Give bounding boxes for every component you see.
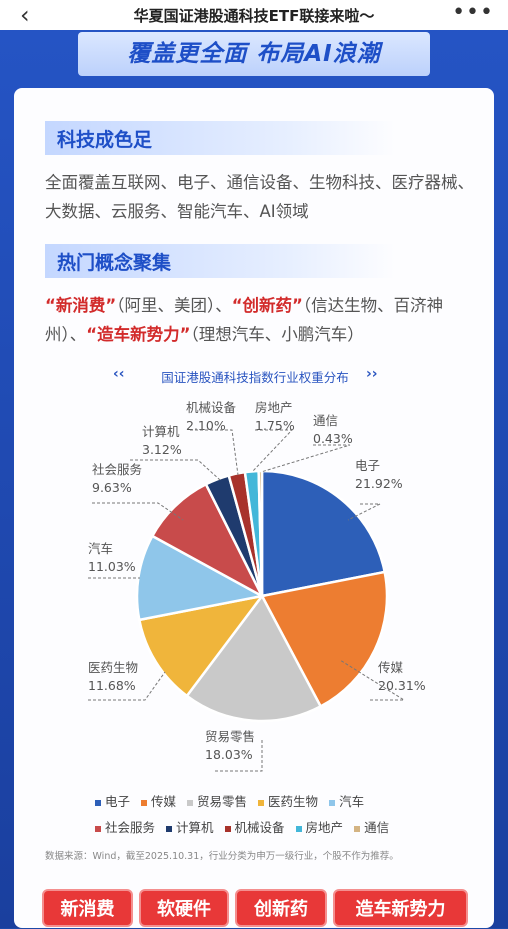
legend-item: 医药生物: [258, 794, 318, 809]
legend-label: 通信: [364, 820, 390, 835]
slice-name-label: 贸易零售: [205, 729, 255, 744]
legend-item: 房地产: [295, 820, 344, 835]
legend-item: 传媒: [141, 794, 176, 809]
slice-name-label: 房地产: [255, 400, 293, 415]
legend-label: 计算机: [176, 820, 214, 835]
leader-line: [190, 429, 239, 476]
section-heading-concepts: 热门概念聚集: [45, 244, 395, 278]
legend-item: 机械设备: [224, 820, 285, 835]
tag-new-consumption[interactable]: 新消费: [42, 889, 133, 927]
chevron-left-icon[interactable]: ‹: [20, 1, 30, 29]
chevrons-right-icon: ››: [366, 366, 378, 382]
legend-label: 贸易零售: [197, 794, 248, 809]
section-body-concepts: “新消费”（阿里、美团）、“创新药”（信达生物、百济神州）、“造车新势力”（理想…: [45, 296, 444, 344]
hero-banner: [78, 32, 430, 76]
leader-line: [251, 429, 294, 473]
legend-label: 汽车: [339, 794, 365, 809]
legend-item: 贸易零售: [187, 794, 247, 809]
slice-name-label: 计算机: [142, 424, 180, 439]
slice-value-label: 18.03%: [205, 747, 253, 762]
tag-row: 新消费 软硬件 创新药 造车新势力: [42, 889, 482, 929]
legend-swatch: [224, 825, 231, 832]
legend-item: 汽车: [329, 794, 364, 809]
slice-name-label: 通信: [313, 413, 338, 428]
legend-swatch: [95, 825, 101, 832]
legend-swatch: [258, 799, 265, 806]
slice-value-label: 20.31%: [378, 678, 426, 693]
pie-slice-6: [150, 482, 265, 600]
legend-item: 社会服务: [95, 820, 155, 835]
legend-label: 社会服务: [105, 820, 156, 835]
legend-swatch: [187, 799, 194, 806]
legend-label: 医药生物: [268, 794, 319, 809]
slice-value-label: 2.10%: [186, 418, 226, 433]
leader-line: [339, 659, 406, 701]
slice-name-label: 汽车: [88, 541, 113, 556]
slice-value-label: 1.75%: [255, 418, 295, 433]
legend-item: 通信: [354, 820, 389, 835]
pie-slice-10: [257, 469, 264, 597]
tag-new-ev-makers[interactable]: 造车新势力: [333, 889, 468, 927]
chart-legend-row-2: 社会服务 计算机 机械设备 房地产 通信: [95, 817, 455, 836]
slice-value-label: 3.12%: [142, 442, 182, 457]
pie-slice-4: [137, 594, 265, 698]
leader-line: [215, 740, 263, 772]
pie-slice-1: [260, 469, 387, 598]
legend-swatch: [295, 825, 302, 832]
more-dots-icon[interactable]: •••: [452, 0, 494, 25]
leader-line: [92, 502, 184, 521]
legend-swatch: [166, 825, 173, 832]
legend-item: 计算机: [166, 820, 214, 835]
leader-line: [260, 444, 351, 473]
slice-value-label: 9.63%: [92, 480, 132, 495]
chart-title: 国证港股通科技指数行业权重分布: [161, 370, 349, 385]
slice-value-label: 11.68%: [88, 678, 136, 693]
slice-value-label: 21.92%: [355, 476, 403, 491]
hero-title: 覆盖更全面 布局AI浪潮: [127, 41, 381, 67]
pie-slice-2: [260, 570, 389, 709]
section-body-tech: 全面覆盖互联网、电子、通信设备、生物科技、医疗器械、大数据、云服务、智能汽车、A…: [45, 173, 474, 221]
slice-value-label: 0.43%: [313, 431, 353, 446]
legend-swatch: [329, 799, 336, 806]
legend-label: 传媒: [151, 794, 177, 809]
legend-swatch: [354, 825, 361, 832]
legend-label: 房地产: [305, 820, 344, 835]
tag-software-hardware[interactable]: 软硬件: [139, 889, 229, 927]
page-title: 华夏国证港股通科技ETF联接来啦～: [133, 7, 375, 25]
data-source-note: 数据来源：Wind，截至2025.10.31，行业分类为申万一级行业，个股不作为…: [45, 851, 399, 862]
slice-name-label: 机械设备: [186, 400, 237, 415]
section-heading-tech: 科技成色足: [45, 121, 395, 155]
chart-legend-row-1: 电子 传媒 贸易零售 医药生物 汽车: [95, 791, 455, 810]
leader-line: [347, 503, 381, 521]
legend-swatch: [141, 799, 148, 806]
leader-line: [88, 671, 166, 701]
slice-name-label: 社会服务: [92, 462, 142, 477]
legend-label: 机械设备: [234, 820, 285, 835]
pie-slice-3: [185, 593, 323, 723]
legend-swatch: [95, 799, 101, 806]
leader-line: [130, 459, 221, 481]
legend-label: 电子: [105, 794, 131, 809]
slice-name-label: 传媒: [378, 660, 404, 675]
slice-value-label: 11.03%: [88, 559, 136, 574]
slice-name-label: 电子: [355, 458, 380, 473]
slice-name-label: 医药生物: [88, 660, 138, 675]
pie-slice-5: [135, 534, 266, 622]
nav-bar: ‹ 华夏国证港股通科技ETF联接来啦～ •••: [0, 0, 508, 30]
chevrons-left-icon: ‹‹: [113, 366, 125, 382]
tag-innovative-drugs[interactable]: 创新药: [235, 889, 327, 927]
legend-item: 电子: [95, 794, 130, 809]
